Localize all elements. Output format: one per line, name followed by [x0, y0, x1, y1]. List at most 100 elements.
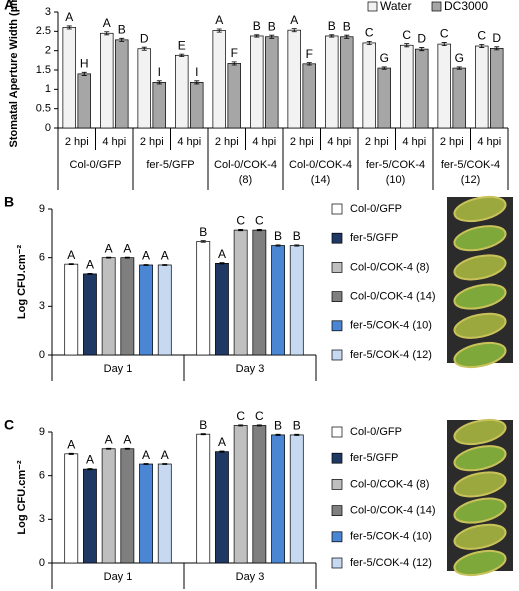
significance-letter: A — [123, 241, 131, 255]
group-label: (12) — [461, 174, 481, 186]
x-tick-label: Day 1 — [104, 571, 133, 583]
bar — [289, 245, 304, 356]
significance-letter: B — [199, 225, 207, 239]
bar — [377, 67, 391, 129]
y-tick-label: 0 — [45, 122, 51, 134]
significance-letter: C — [255, 214, 264, 228]
bar — [196, 241, 211, 356]
significance-letter: A — [103, 16, 111, 30]
y-tick-label: 0 — [39, 349, 45, 361]
bar — [137, 48, 151, 129]
significance-letter: A — [290, 13, 298, 27]
leaf-photo — [453, 225, 507, 252]
significance-letter: B — [293, 229, 301, 243]
error-bar — [81, 71, 87, 76]
panel-label: A — [4, 0, 14, 13]
significance-letter: A — [218, 247, 226, 261]
x-tick-label: 4 hpi — [102, 136, 126, 148]
error-bar — [119, 37, 125, 42]
y-tick-label: 9 — [39, 203, 45, 215]
bar — [64, 453, 79, 564]
significance-letter: A — [161, 249, 169, 263]
error-bar — [179, 53, 185, 57]
error-bar — [200, 240, 206, 243]
error-bar — [200, 433, 206, 436]
group-label: fer-5/COK-4 — [366, 159, 425, 171]
error-bar — [141, 46, 147, 51]
x-tick-label: 4 hpi — [402, 136, 426, 148]
bar — [139, 463, 153, 564]
significance-letter: B — [274, 229, 282, 243]
x-tick-label: 4 hpi — [327, 136, 351, 148]
error-bar — [494, 46, 500, 51]
bar — [271, 434, 285, 564]
legend-label: fer-5/COK-4 (10) — [350, 531, 432, 543]
x-tick-label: 2 hpi — [65, 136, 89, 148]
y-axis-label: Log CFU.cm⁻² — [16, 460, 28, 535]
bar — [250, 35, 264, 129]
error-bar — [366, 40, 372, 45]
x-tick-label: 2 hpi — [215, 136, 239, 148]
leaf-photo — [453, 549, 507, 577]
bar — [490, 47, 504, 129]
bar — [101, 257, 116, 356]
bar — [233, 425, 248, 564]
significance-letter: B — [268, 19, 276, 33]
legend-label: Col-0/COK-4 (14) — [350, 505, 436, 517]
y-tick-label: 6 — [39, 252, 45, 264]
significance-letter: I — [158, 65, 161, 79]
error-bar — [238, 424, 244, 427]
bar — [139, 264, 153, 356]
legend-swatch — [331, 232, 343, 244]
y-tick-label: 0 — [39, 557, 45, 569]
bar — [340, 36, 354, 129]
error-bar — [294, 244, 300, 247]
significance-letter: B — [199, 418, 207, 432]
legend-swatch — [331, 426, 343, 438]
error-bar — [156, 80, 162, 85]
significance-letter: B — [293, 419, 301, 433]
error-bar — [306, 62, 312, 66]
bar — [325, 35, 339, 129]
significance-letter: A — [86, 453, 94, 467]
error-bar — [66, 25, 72, 30]
significance-letter: C — [440, 27, 449, 41]
error-bar — [104, 31, 110, 36]
legend-label: Col-0/COK-4 (8) — [350, 478, 429, 490]
error-bar — [143, 463, 149, 465]
legend-label: fer-5/COK-4 (12) — [350, 557, 432, 569]
leaf-photo — [453, 471, 507, 498]
error-bar — [216, 28, 222, 33]
legend-label: fer-5/GFP — [350, 452, 398, 464]
error-bar — [194, 80, 200, 85]
y-tick-label: 1.5 — [36, 64, 51, 76]
legend-label: DC3000 — [444, 0, 488, 13]
error-bar — [106, 256, 112, 259]
x-tick-label: 4 hpi — [177, 136, 201, 148]
error-bar — [238, 229, 244, 232]
significance-letter: A — [123, 432, 131, 446]
legend-swatch — [331, 203, 343, 215]
y-tick-label: 2.5 — [36, 25, 51, 37]
bar — [100, 32, 114, 129]
bar — [227, 63, 241, 129]
legend-swatch — [331, 452, 343, 464]
legend-swatch — [331, 479, 343, 490]
significance-letter: B — [274, 419, 282, 433]
significance-letter: A — [86, 258, 94, 272]
legend-label: fer-5/COK-4 (12) — [350, 349, 432, 361]
legend-label: fer-5/COK-4 (10) — [350, 320, 432, 332]
bar — [475, 45, 489, 129]
y-tick-label: 3 — [39, 300, 45, 312]
significance-letter: A — [142, 249, 150, 263]
significance-letter: D — [140, 31, 149, 45]
error-bar — [256, 424, 262, 427]
leaf-photo — [453, 283, 507, 310]
significance-letter: A — [105, 432, 113, 446]
significance-letter: D — [417, 32, 426, 46]
error-bar — [68, 263, 74, 266]
error-bar — [87, 273, 93, 275]
bar — [362, 42, 376, 129]
error-bar — [344, 34, 350, 39]
y-axis-label: Stomatal Aperture Width (µm) — [8, 0, 20, 147]
